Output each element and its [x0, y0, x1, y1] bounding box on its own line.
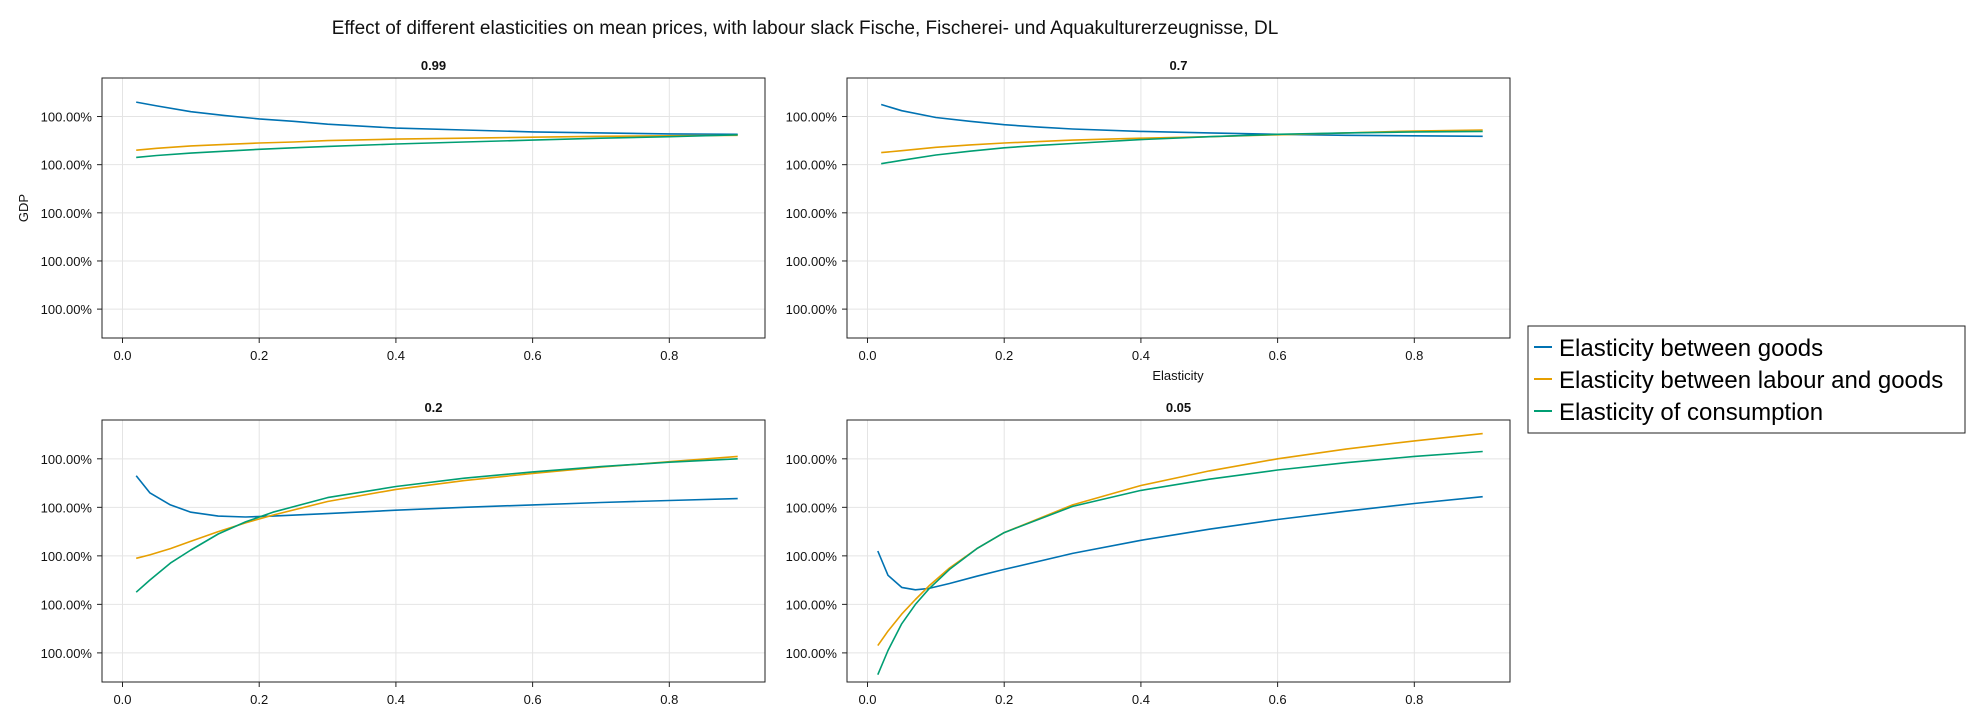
x-tick-label: 0.2 — [250, 692, 268, 707]
x-tick-label: 0.6 — [1269, 692, 1287, 707]
legend-box — [1527, 325, 1966, 434]
x-tick-label: 0.0 — [113, 692, 131, 707]
series-line-2 — [136, 134, 738, 151]
series-line-2 — [877, 432, 1483, 647]
axes-frame — [101, 419, 766, 683]
x-tick-label: 0.2 — [995, 692, 1013, 707]
x-tick-label: 0.4 — [1132, 348, 1150, 363]
y-tick-label: 100.00% — [786, 549, 838, 564]
axes-frame — [846, 419, 1511, 683]
axes-frame — [846, 77, 1511, 339]
series-line-1 — [880, 103, 1483, 138]
legend: Elasticity between goods Elasticity betw… — [1527, 325, 1966, 434]
series-line-1 — [135, 475, 738, 518]
y-tick-label: 100.00% — [41, 549, 93, 564]
legend-label-labour-goods: Elasticity between labour and goods — [1559, 367, 1943, 394]
figure-title: Effect of different elasticities on mean… — [332, 18, 1279, 39]
subplot-title: 0.99 — [421, 58, 446, 73]
x-tick-label: 0.0 — [858, 692, 876, 707]
y-tick-label: 100.00% — [786, 302, 838, 317]
y-tick-label: 100.00% — [41, 452, 93, 467]
x-tick-label: 0.4 — [1132, 692, 1150, 707]
y-tick-label: 100.00% — [41, 110, 93, 125]
x-tick-label: 0.0 — [113, 348, 131, 363]
y-tick-label: 100.00% — [786, 597, 838, 612]
x-tick-label: 0.2 — [250, 348, 268, 363]
y-tick-label: 100.00% — [786, 206, 838, 221]
x-tick-label: 0.0 — [858, 348, 876, 363]
subplot-title: 0.2 — [424, 400, 442, 415]
subplot-title: 0.7 — [1169, 58, 1187, 73]
legend-label-goods: Elasticity between goods — [1559, 335, 1823, 362]
y-tick-label: 100.00% — [41, 500, 93, 515]
y-tick-label: 100.00% — [41, 158, 93, 173]
series-line-1 — [877, 495, 1483, 591]
ylabel-left: GDP — [16, 194, 31, 222]
series-line-3 — [877, 450, 1483, 676]
y-tick-label: 100.00% — [786, 110, 838, 125]
y-tick-label: 100.00% — [786, 158, 838, 173]
y-tick-label: 100.00% — [41, 254, 93, 269]
x-tick-label: 0.2 — [995, 348, 1013, 363]
x-tick-label: 0.8 — [1405, 692, 1423, 707]
subplot-title: 0.05 — [1166, 400, 1191, 415]
x-tick-label: 0.6 — [524, 348, 542, 363]
y-tick-label: 100.00% — [786, 646, 838, 661]
series-line-1 — [136, 101, 738, 136]
x-tick-label: 0.8 — [1405, 348, 1423, 363]
subplot-3: 0.0 0.2 0.4 0.6 0.8 100.00% 100.00% 100.00% 100.… — [41, 400, 766, 707]
x-tick-label: 0.6 — [1269, 348, 1287, 363]
axes-frame — [101, 77, 766, 339]
series-line-3 — [136, 134, 738, 159]
x-tick-label: 0.4 — [387, 692, 405, 707]
x-tick-label: 0.6 — [524, 692, 542, 707]
subplot-2: 0.0 0.2 0.4 0.6 0.8 100.00% 100.00% 100.00% 100.… — [786, 58, 1511, 363]
x-tick-label: 0.4 — [387, 348, 405, 363]
x-tick-label: 0.8 — [660, 692, 678, 707]
y-tick-label: 100.00% — [786, 254, 838, 269]
legend-label-consumption: Elasticity of consumption — [1559, 399, 1823, 426]
series-line-2 — [881, 129, 1483, 154]
y-tick-label: 100.00% — [41, 646, 93, 661]
xlabel-panel-2: Elasticity — [1152, 368, 1204, 383]
subplot-4: 0.0 0.2 0.4 0.6 0.8 100.00% 100.00% 100.00% 100.… — [786, 400, 1511, 707]
subplot-1: 0.0 0.2 0.4 0.6 0.8 100.00% 100.00% 100.00% 100.… — [41, 58, 766, 363]
y-tick-label: 100.00% — [41, 206, 93, 221]
y-tick-label: 100.00% — [786, 452, 838, 467]
y-tick-label: 100.00% — [41, 597, 93, 612]
series-line-3 — [135, 458, 738, 593]
y-tick-label: 100.00% — [41, 302, 93, 317]
x-tick-label: 0.8 — [660, 348, 678, 363]
series-line-3 — [881, 130, 1483, 165]
y-tick-label: 100.00% — [786, 500, 838, 515]
